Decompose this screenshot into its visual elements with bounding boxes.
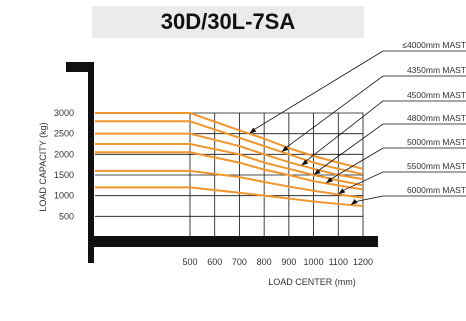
callout-arrowhead <box>313 169 321 175</box>
series-label: 4500mm MAST <box>407 90 466 100</box>
x-tick-label: 900 <box>281 257 296 267</box>
callout-leader <box>252 50 384 132</box>
series-line <box>95 120 364 176</box>
callout-leader <box>316 123 384 173</box>
series-label: 5500mm MAST <box>407 161 466 171</box>
x-tick-label: 1200 <box>353 257 373 267</box>
y-tick-label: 3000 <box>54 108 74 118</box>
series-line <box>95 112 364 170</box>
callout-arrowhead <box>338 188 346 195</box>
series-label: 5000mm MAST <box>407 137 466 147</box>
y-axis-label: LOAD CAPACITY (kg) <box>38 122 48 211</box>
series-line <box>95 186 364 207</box>
callout-arrowhead <box>301 159 309 166</box>
callout-leader <box>341 171 384 192</box>
x-tick-label: 700 <box>232 257 247 267</box>
x-tick-label: 800 <box>257 257 272 267</box>
x-axis-label: LOAD CENTER (mm) <box>268 277 356 287</box>
fork-silhouette <box>88 236 378 263</box>
mast-silhouette <box>66 62 94 236</box>
series-label: 4800mm MAST <box>407 113 466 123</box>
callout-leader <box>284 75 384 150</box>
series-line <box>95 132 364 181</box>
x-tick-label: 1000 <box>304 257 324 267</box>
x-tick-label: 1100 <box>329 257 348 267</box>
callout-leader <box>328 147 384 181</box>
series-line <box>95 151 364 191</box>
series-label: ≤4000mm MAST <box>402 40 466 50</box>
x-tick-label: 500 <box>182 257 197 267</box>
callout-leader <box>353 195 384 203</box>
y-tick-label: 2500 <box>54 129 74 139</box>
y-tick-label: 2000 <box>54 149 74 159</box>
y-tick-label: 1000 <box>54 191 74 201</box>
callout-arrowhead <box>325 177 333 184</box>
chart-title: 30D/30L-7SA <box>92 6 364 38</box>
callout-leader <box>303 100 384 163</box>
x-tick-label: 600 <box>207 257 222 267</box>
y-tick-label: 1500 <box>54 170 74 180</box>
callout-arrowhead <box>350 198 358 205</box>
callout-arrowhead <box>249 127 257 134</box>
callout-arrowhead <box>281 145 289 152</box>
series-line <box>95 143 364 187</box>
series-label: 6000mm MAST <box>407 185 466 195</box>
series-label: 4350mm MAST <box>407 65 466 75</box>
series-line <box>95 169 364 199</box>
y-tick-label: 500 <box>59 211 74 221</box>
